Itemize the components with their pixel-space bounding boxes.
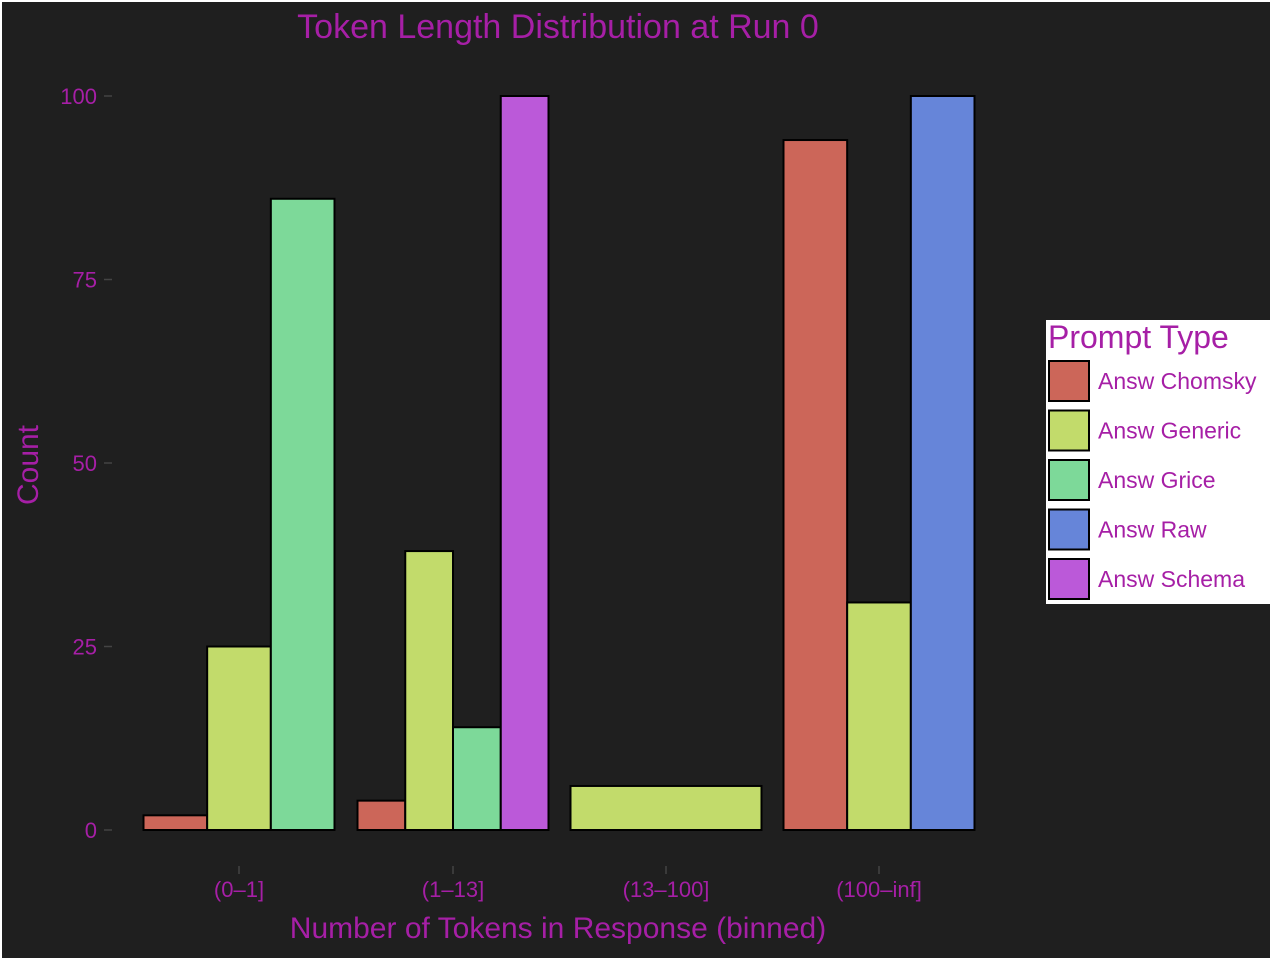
bar [569,784,763,832]
y-tick-label: 50 [73,451,97,476]
x-axis: (0–1] (1–13] (13–100] (100–inf] [214,866,922,902]
legend-label: Answ Chomsky [1098,368,1257,394]
legend-swatch [1048,558,1090,600]
legend-label: Answ Grice [1098,467,1216,493]
legend-label: Answ Schema [1098,566,1245,592]
legend-swatch [1048,508,1090,551]
x-axis-label: Number of Tokens in Response (binned) [290,912,826,945]
y-tick-label: 25 [73,635,97,660]
bar [404,550,454,832]
x-tick-label: (0–1] [214,877,264,902]
legend-label: Answ Raw [1098,517,1207,543]
bar [499,95,550,831]
bar [846,601,912,832]
legend-title: Prompt Type [1048,319,1229,355]
bar [206,645,272,831]
bar [452,726,502,831]
bar [269,197,336,831]
chart-title: Token Length Distribution at Run 0 [297,8,819,46]
y-tick-label: 0 [85,818,97,843]
legend-swatch [1048,409,1090,452]
legend-swatch [1048,360,1090,402]
bar [782,139,849,832]
legend-label: Answ Generic [1098,418,1241,444]
bar [356,799,407,832]
bars-group [142,95,976,832]
y-axis-label: Count [12,424,45,505]
legend-swatch [1048,459,1090,501]
y-axis: 0 25 50 75 100 [60,84,112,843]
x-tick-label: (100–inf] [836,877,922,902]
bar [909,95,976,831]
bar [142,814,209,832]
y-tick-label: 100 [60,84,97,109]
legend-items: Answ Chomsky Answ Generic Answ Grice Answ R… [1048,360,1257,600]
x-tick-label: (1–13] [422,877,484,902]
y-tick-label: 75 [73,268,97,293]
x-tick-label: (13–100] [623,877,710,902]
